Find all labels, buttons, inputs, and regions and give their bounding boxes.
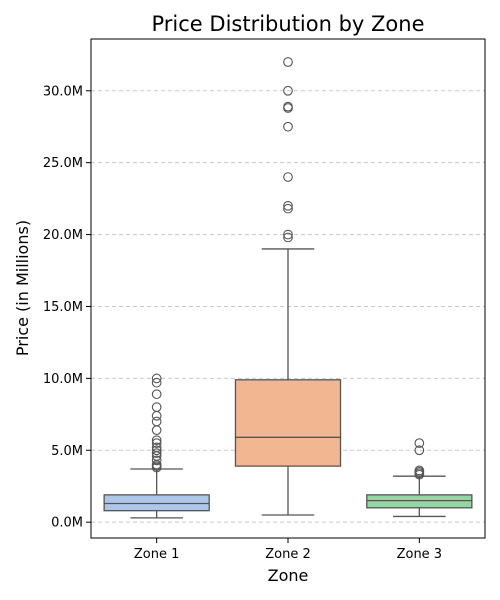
outlier-point	[151, 377, 162, 388]
iqr-box	[103, 494, 210, 512]
outlier-point	[414, 438, 425, 448]
outlier-point	[151, 425, 162, 435]
x-tick-label: Zone 3	[397, 547, 443, 562]
y-tick-label: 10.0M	[43, 372, 83, 387]
outlier-point	[283, 203, 293, 214]
outlier-point	[283, 172, 293, 182]
chart-title: Price Distribution by Zone	[152, 12, 425, 36]
outlier-point	[151, 438, 162, 448]
outlier-point	[151, 448, 162, 459]
y-tick-label: 30.0M	[43, 84, 83, 99]
x-axis-label: Zone	[268, 566, 309, 585]
y-tick-label: 15.0M	[43, 300, 83, 315]
x-ticks: Zone 1 Zone 2 Zone 3	[134, 538, 442, 562]
x-tick-label: Zone 2	[265, 547, 311, 562]
outlier-point	[283, 85, 293, 96]
box-group	[103, 373, 210, 519]
outlier-point	[283, 57, 293, 67]
outlier-point	[151, 389, 162, 400]
outlier-point	[283, 232, 293, 243]
outlier-point	[151, 402, 162, 412]
iqr-box	[234, 379, 342, 467]
outlier-point	[283, 200, 293, 211]
outlier-point	[414, 445, 425, 456]
outlier-point	[151, 435, 162, 446]
outlier-point	[151, 445, 162, 456]
box-group	[366, 438, 473, 518]
y-tick-label: 5.0M	[51, 444, 83, 459]
box-group	[234, 57, 342, 516]
iqr-box	[366, 494, 473, 509]
outlier-point	[283, 121, 293, 132]
outlier-point	[283, 229, 293, 240]
outlier-point	[151, 416, 162, 427]
y-tick-label: 0.0M	[51, 516, 83, 531]
y-ticks: 0.0M 5.0M 10.0M 15.0M 20.0M 25.0M 30.0M	[43, 84, 91, 531]
x-tick-label: Zone 1	[134, 547, 180, 562]
y-tick-label: 25.0M	[43, 156, 83, 171]
y-tick-label: 20.0M	[43, 228, 83, 243]
boxes	[103, 57, 473, 519]
outlier-point	[151, 410, 162, 421]
outlier-point	[151, 455, 162, 466]
outlier-point	[283, 101, 293, 112]
outlier-point	[151, 373, 162, 384]
y-axis-label: Price (in Millions)	[13, 220, 32, 356]
outlier-point	[414, 465, 425, 476]
outlier-point	[151, 442, 162, 453]
